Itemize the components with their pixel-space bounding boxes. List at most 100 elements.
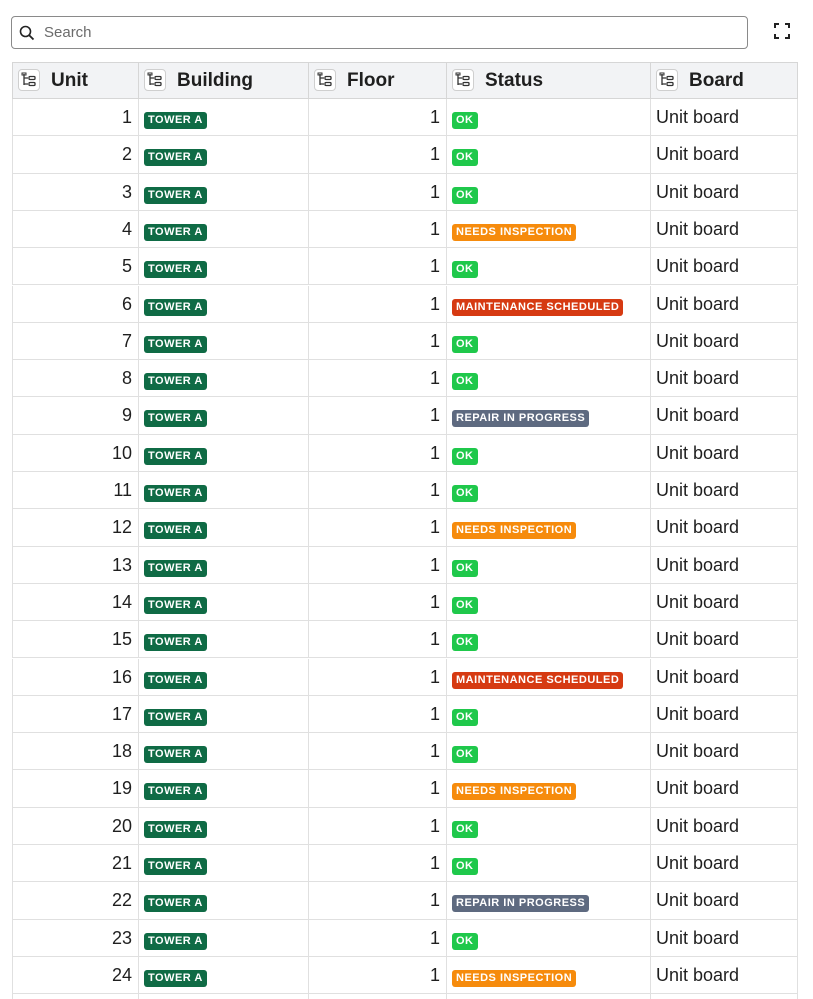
table-cell: 1 bbox=[309, 733, 447, 771]
table-cell: NEEDS INSPECTION bbox=[447, 509, 651, 547]
column-icon-glyph bbox=[659, 72, 674, 87]
building-badge: TOWER A bbox=[144, 485, 207, 502]
building-badge: TOWER A bbox=[144, 932, 207, 950]
status-badge: OK bbox=[452, 746, 478, 764]
column-header[interactable]: Building bbox=[139, 62, 309, 99]
table-cell: OK bbox=[447, 546, 651, 584]
table-cell: TOWER A bbox=[139, 285, 309, 323]
table-cell: Unit board bbox=[651, 173, 798, 211]
status-badge: OK bbox=[452, 186, 478, 204]
status-badge: NEEDS INSPECTION bbox=[452, 783, 577, 801]
column-icon bbox=[656, 69, 678, 91]
table-cell: Unit board bbox=[651, 397, 798, 435]
status-badge: REPAIR IN PROGRESS bbox=[452, 410, 590, 428]
status-badge: NEEDS INSPECTION bbox=[452, 522, 577, 540]
table-cell: OK bbox=[447, 434, 651, 472]
table-cell: TOWER A bbox=[139, 546, 309, 584]
table-cell: 8 bbox=[12, 360, 139, 398]
table-cell: 1 bbox=[309, 360, 447, 398]
status-badge: OK bbox=[452, 708, 478, 726]
status-badge: OK bbox=[452, 932, 478, 950]
status-badge: MAINTENANCE SCHEDULED bbox=[452, 671, 624, 689]
table-cell: 1 bbox=[309, 285, 447, 323]
table-cell: OK bbox=[447, 621, 651, 659]
table-cell-empty bbox=[309, 994, 447, 999]
column-header[interactable]: Status bbox=[447, 62, 651, 99]
table-cell: REPAIR IN PROGRESS bbox=[447, 882, 651, 920]
building-badge: TOWER A bbox=[144, 112, 207, 129]
column-icon-glyph bbox=[317, 72, 332, 87]
column-header-label: Floor bbox=[347, 70, 395, 91]
table-cell: Unit board bbox=[651, 322, 798, 361]
status-badge: NEEDS INSPECTION bbox=[452, 969, 577, 987]
table-cell: 12 bbox=[12, 509, 139, 547]
building-badge: TOWER A bbox=[144, 858, 207, 875]
table-cell: TOWER A bbox=[139, 807, 309, 845]
column-header[interactable]: Floor bbox=[309, 62, 447, 99]
table-cell: TOWER A bbox=[139, 509, 309, 547]
table-cell: Unit board bbox=[651, 919, 798, 957]
status-badge: OK bbox=[452, 112, 478, 129]
table-cell: OK bbox=[447, 807, 651, 845]
building-badge: TOWER A bbox=[144, 186, 207, 204]
table-cell-empty bbox=[651, 994, 798, 999]
column-icon bbox=[144, 69, 166, 91]
table-cell: TOWER A bbox=[139, 434, 309, 472]
status-badge: OK bbox=[452, 596, 478, 614]
table-cell: Unit board bbox=[651, 99, 798, 137]
table-cell: 1 bbox=[309, 136, 447, 174]
table-cell: OK bbox=[447, 248, 651, 286]
table-cell: NEEDS INSPECTION bbox=[447, 210, 651, 249]
table-cell: 6 bbox=[12, 285, 139, 323]
table-cell: 1 bbox=[12, 99, 139, 137]
table-cell: Unit board bbox=[651, 621, 798, 659]
table-cell: TOWER A bbox=[139, 882, 309, 920]
table-cell: TOWER A bbox=[139, 583, 309, 622]
table-cell: TOWER A bbox=[139, 173, 309, 211]
status-badge: OK bbox=[452, 447, 478, 465]
column-icon-glyph bbox=[147, 72, 162, 87]
column-header[interactable]: Board bbox=[651, 62, 798, 99]
table-cell: 1 bbox=[309, 99, 447, 137]
search-box[interactable]: Search bbox=[11, 16, 748, 49]
table-cell: OK bbox=[447, 360, 651, 398]
expand-button[interactable] bbox=[772, 21, 792, 41]
building-badge: TOWER A bbox=[144, 522, 207, 540]
table-cell: 16 bbox=[12, 658, 139, 696]
table-cell: Unit board bbox=[651, 472, 798, 510]
building-badge: TOWER A bbox=[144, 596, 207, 614]
table-cell: TOWER A bbox=[139, 621, 309, 659]
column-icon bbox=[314, 69, 336, 91]
column-icon-glyph bbox=[21, 72, 36, 87]
table-cell: NEEDS INSPECTION bbox=[447, 956, 651, 995]
status-badge: OK bbox=[452, 149, 478, 167]
table-cell: OK bbox=[447, 733, 651, 771]
column-header-label: Building bbox=[177, 70, 253, 91]
table-cell: Unit board bbox=[651, 360, 798, 398]
status-badge: OK bbox=[452, 634, 478, 652]
table-cell: Unit board bbox=[651, 658, 798, 696]
column-header[interactable]: Unit bbox=[12, 62, 139, 99]
table-cell: 20 bbox=[12, 807, 139, 845]
search-icon bbox=[19, 25, 35, 41]
status-badge: REPAIR IN PROGRESS bbox=[452, 895, 590, 913]
table-cell: 11 bbox=[12, 472, 139, 510]
column-header-label: Unit bbox=[51, 70, 88, 91]
building-badge: TOWER A bbox=[144, 671, 207, 689]
status-badge: OK bbox=[452, 335, 478, 353]
column-icon-glyph bbox=[455, 72, 470, 87]
table-cell: 1 bbox=[309, 322, 447, 361]
column-header-label: Status bbox=[485, 70, 544, 91]
table-cell: OK bbox=[447, 583, 651, 622]
building-badge: TOWER A bbox=[144, 335, 207, 353]
table-cell: Unit board bbox=[651, 882, 798, 920]
building-badge: TOWER A bbox=[144, 783, 207, 801]
table-cell: Unit board bbox=[651, 733, 798, 771]
status-badge: OK bbox=[452, 261, 478, 279]
table-cell: Unit board bbox=[651, 807, 798, 845]
table-cell: Unit board bbox=[651, 285, 798, 323]
table-cell: 7 bbox=[12, 322, 139, 361]
table-cell: Unit board bbox=[651, 845, 798, 883]
table-cell: 1 bbox=[309, 770, 447, 808]
